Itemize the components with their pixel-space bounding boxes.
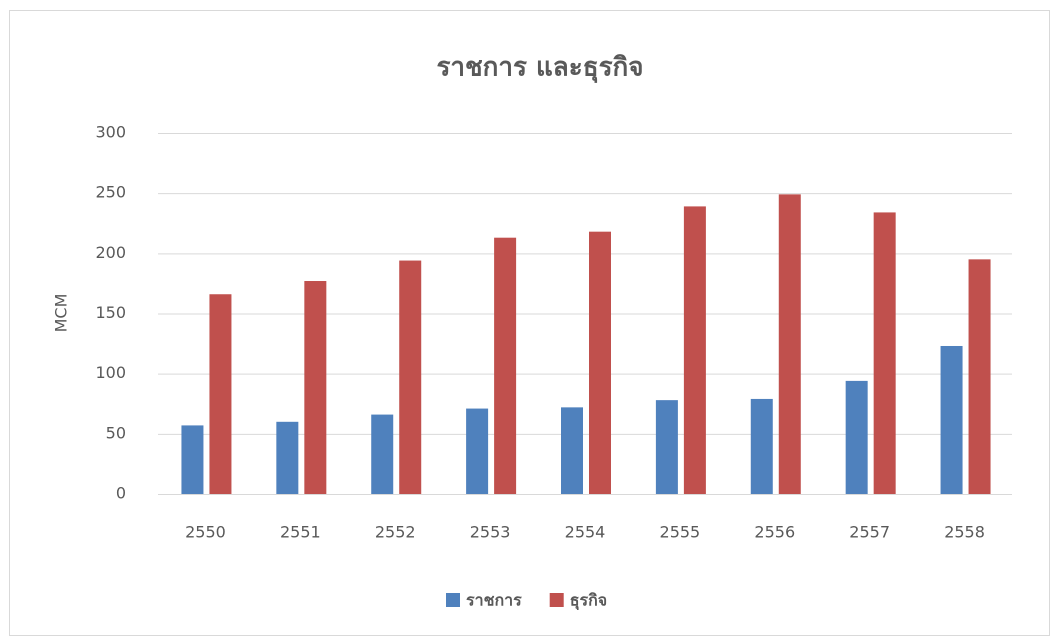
x-tick-label: 2557 <box>849 523 890 542</box>
x-tick-label: 2551 <box>280 523 321 542</box>
y-tick-label: 0 <box>116 484 126 503</box>
bar <box>399 260 422 494</box>
x-tick-label: 2558 <box>944 523 985 542</box>
y-tick-label: 50 <box>106 423 126 442</box>
y-tick-label: 300 <box>95 123 126 142</box>
bar <box>561 407 583 494</box>
x-tick-label: 2556 <box>754 523 795 542</box>
bar <box>845 380 868 494</box>
y-axis-label: MCM <box>52 294 71 333</box>
x-tick-label: 2555 <box>660 523 701 542</box>
x-tick-label: 2552 <box>375 523 416 542</box>
bar <box>589 231 611 494</box>
bar <box>209 294 232 494</box>
bar <box>494 237 517 494</box>
y-tick-label: 100 <box>95 363 126 382</box>
y-tick-label: 200 <box>95 243 126 262</box>
bar <box>466 408 489 494</box>
y-tick-label: 250 <box>95 183 126 202</box>
bar <box>276 421 299 494</box>
bar <box>181 425 204 494</box>
x-tick-label: 2553 <box>470 523 511 542</box>
bar <box>778 194 801 494</box>
legend-swatch <box>446 593 460 607</box>
legend-swatch <box>549 593 564 607</box>
bar <box>371 414 394 494</box>
bar <box>968 259 991 494</box>
bar <box>304 281 327 494</box>
legend-label: ราชการ <box>466 591 522 610</box>
x-tick-label: 2550 <box>185 523 226 542</box>
x-tick-label: 2554 <box>565 523 606 542</box>
chart-title: ราชการ และธุรกิจ <box>436 53 643 84</box>
bar <box>940 345 963 494</box>
bar <box>655 400 678 494</box>
bar <box>750 398 773 494</box>
bar <box>683 206 706 495</box>
bar <box>873 212 896 495</box>
y-tick-label: 150 <box>95 303 126 322</box>
legend-label: ธุรกิจ <box>570 591 607 611</box>
